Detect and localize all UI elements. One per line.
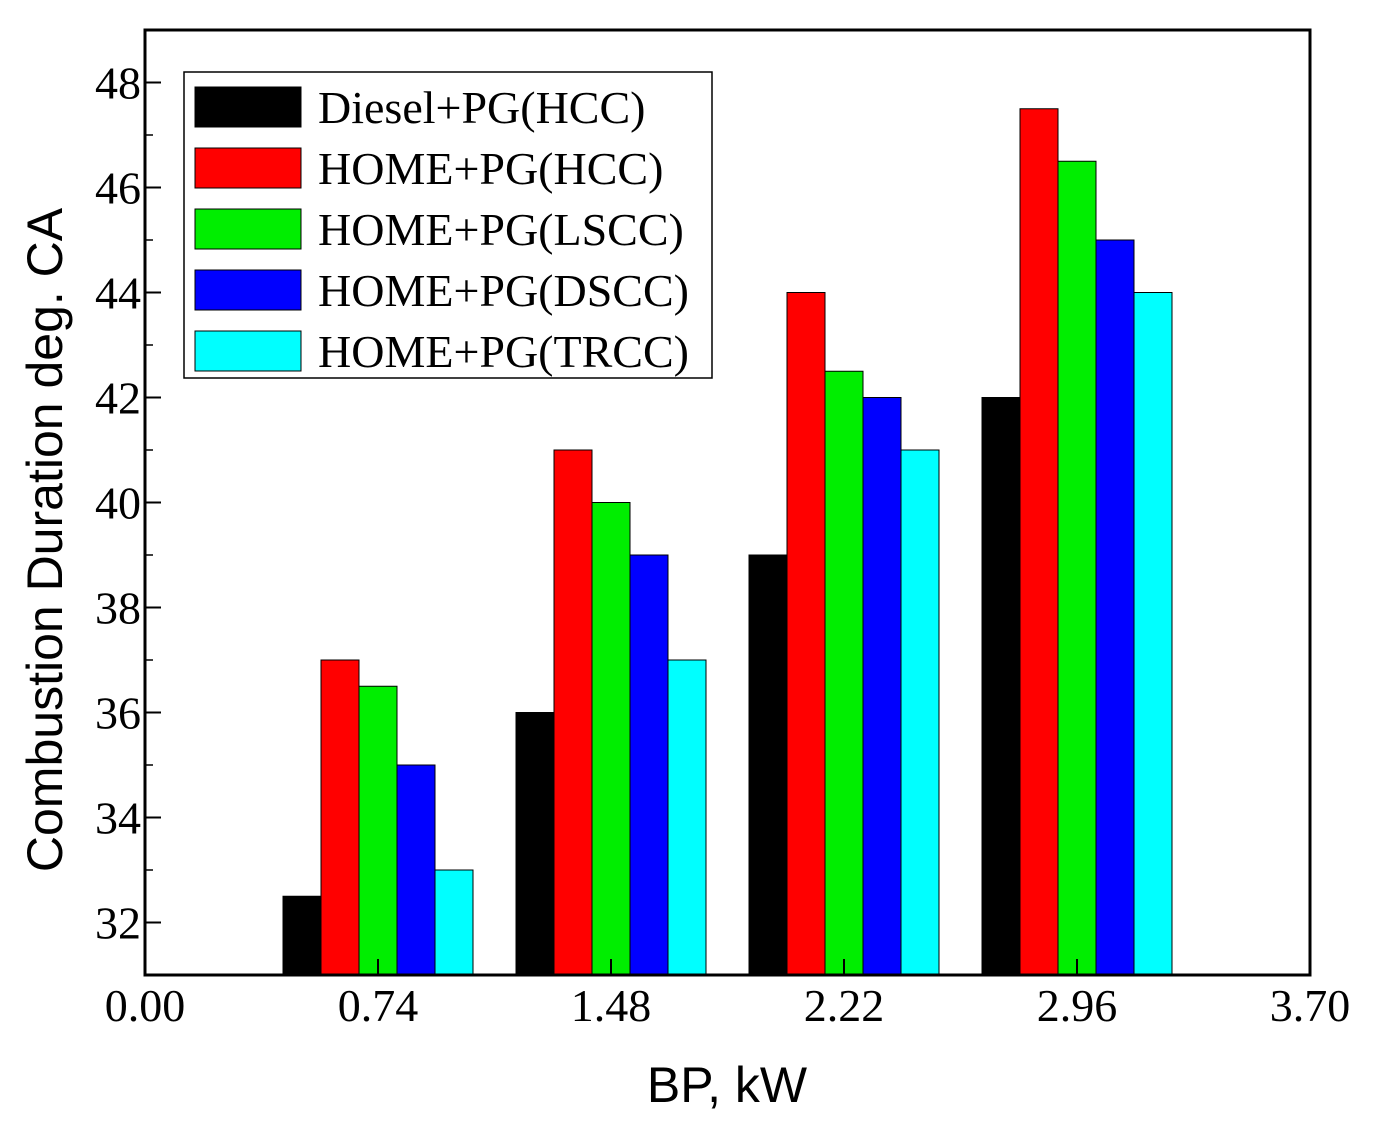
x-tick-label: 2.22 (804, 980, 885, 1031)
bar-home-pg-trcc-1.48 (667, 659, 707, 976)
bar-home-pg-lscc-1.48 (591, 502, 631, 976)
bar-home-pg-dscc-0.74 (396, 764, 436, 976)
legend-label: HOME+PG(TRCC) (318, 326, 689, 377)
x-tick-label: 0.00 (105, 980, 186, 1031)
bar-home-pg-trcc-2.96 (1133, 292, 1173, 976)
legend-label: HOME+PG(DSCC) (318, 265, 689, 316)
bar-home-pg-dscc-2.22 (862, 397, 902, 976)
y-tick-label: 34 (95, 793, 141, 844)
x-tick-label: 1.48 (571, 980, 652, 1031)
y-tick-label: 42 (95, 373, 141, 424)
bar-home-pg-hcc-1.48 (553, 449, 593, 976)
bar-home-pg-dscc-1.48 (629, 554, 669, 976)
bar-home-pg-trcc-2.22 (900, 449, 940, 976)
legend-swatch (194, 86, 302, 128)
y-tick-label: 38 (95, 583, 141, 634)
y-tick-label: 32 (95, 898, 141, 949)
bar-home-pg-hcc-2.22 (786, 292, 826, 976)
bar-home-pg-lscc-2.96 (1057, 160, 1097, 976)
x-tick-label: 2.96 (1037, 980, 1118, 1031)
y-axis: 32 34 36 38 40 42 44 46 48 (95, 58, 161, 949)
legend-swatch (194, 269, 302, 311)
x-axis: 0.00 0.74 1.48 2.22 2.96 3.70 (105, 959, 1351, 1031)
bar-home-pg-lscc-2.22 (824, 370, 864, 976)
y-tick-label: 40 (95, 478, 141, 529)
y-tick-label: 48 (95, 58, 141, 109)
bar-home-pg-dscc-2.96 (1095, 239, 1135, 976)
bar-diesel-pg-hcc-2.96 (981, 397, 1021, 976)
y-tick-label: 44 (95, 268, 141, 319)
y-tick-label: 36 (95, 688, 141, 739)
legend-label: Diesel+PG(HCC) (318, 82, 645, 133)
bars-group (282, 108, 1173, 976)
legend-swatch (194, 208, 302, 250)
bar-home-pg-hcc-2.96 (1019, 108, 1059, 976)
bar-diesel-pg-hcc-1.48 (515, 712, 555, 976)
bar-diesel-pg-hcc-2.22 (748, 554, 788, 976)
bar-home-pg-hcc-0.74 (320, 659, 360, 976)
bar-home-pg-lscc-0.74 (358, 685, 398, 976)
legend: Diesel+PG(HCC) HOME+PG(HCC) HOME+PG(LSCC) H… (183, 71, 713, 379)
x-tick-label: 3.70 (1270, 980, 1351, 1031)
y-tick-label: 46 (95, 163, 141, 214)
x-axis-title: BP, kW (647, 1057, 808, 1113)
legend-swatch (194, 147, 302, 189)
bar-home-pg-trcc-0.74 (434, 869, 474, 976)
legend-label: HOME+PG(HCC) (318, 143, 663, 194)
legend-swatch (194, 330, 302, 372)
y-axis-title: Combustion Duration deg. CA (17, 207, 73, 872)
bar-diesel-pg-hcc-0.74 (282, 895, 322, 976)
x-tick-label: 0.74 (338, 980, 419, 1031)
legend-label: HOME+PG(LSCC) (318, 204, 684, 255)
